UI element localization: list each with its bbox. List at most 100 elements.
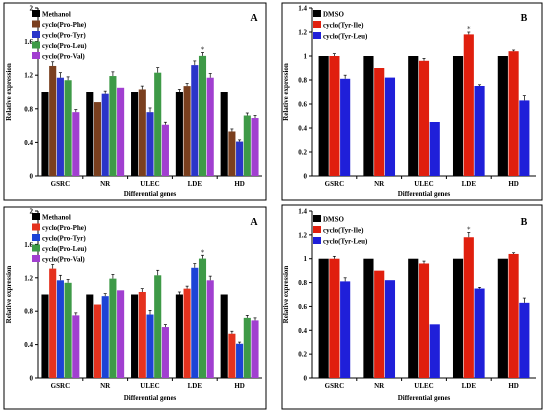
y-tick-label: 0.6 [298,303,307,311]
bar [220,294,228,378]
y-tick-label: 0.8 [24,308,33,316]
bar [318,258,329,378]
legend-swatch [32,234,40,241]
chart-panel-2: 0 0.2 0.4 0.6 0.8 1 1.2 1.4 GSRC NR ULEC LDE * HD Diff… [281,2,543,201]
bar [236,343,244,378]
legend-entry: cyclo(Pro-Val) [42,53,85,61]
bar [452,56,464,176]
bar [191,65,199,176]
bar [64,80,72,176]
x-category-label: GSRC [325,180,344,188]
y-tick-label: 0.8 [298,279,307,287]
bar [131,294,139,378]
legend-swatch [32,31,40,38]
legend-entry: cyclo(Tyr-Ile) [323,22,364,30]
x-category-label: LDE [462,382,477,390]
chart-panel-3: 0 0.4 0.8 1.2 1.6 2 GSRC NR ULEC LDE * HD Differenti… [3,206,267,410]
y-tick-label: 1 [304,255,308,263]
bar [109,76,117,176]
legend-swatch [313,237,321,244]
y-tick-label: 0.4 [298,125,307,133]
bar [363,258,374,378]
legend-entry: cyclo(Pro-Leu) [42,42,87,50]
y-axis-title: Relative expression [5,266,13,324]
legend-entry: cyclo(Tyr-Ile) [323,227,364,235]
bar [101,93,109,176]
bar [220,92,228,176]
bar [236,141,244,176]
panel-letter: B [521,217,528,228]
legend-entry: cyclo(Pro-Phe) [42,224,87,232]
significance-marker: * [467,25,471,33]
x-category-label: HD [234,180,245,188]
bar [86,294,94,378]
bar [206,77,214,176]
legend-entry: DMSO [323,11,345,19]
x-category-label: GSRC [325,382,344,390]
x-category-label: LDE [188,180,203,188]
bar [56,77,64,176]
bar [161,124,169,176]
bar [49,65,57,176]
x-axis-title: Differential genes [124,394,177,402]
bar [408,56,419,176]
x-category-label: HD [508,180,519,188]
legend-entry: cyclo(Pro-Tyr) [42,235,86,243]
x-category-label: HD [508,382,519,390]
bar [198,55,207,176]
bar [363,56,374,176]
legend-entry: Methanol [42,11,71,19]
bar [72,112,80,176]
x-category-label: GSRC [51,180,70,188]
y-tick-label: 1.4 [298,208,307,216]
bar [109,278,117,378]
bar [154,275,162,378]
bar [228,131,236,176]
bar [41,294,49,378]
y-tick-label: 0.8 [298,77,307,85]
significance-marker: * [201,46,205,54]
bar [408,258,419,378]
legend-swatch [32,41,40,49]
y-tick-label: 1.2 [298,29,307,37]
bar [198,258,207,378]
bar [101,296,109,378]
y-tick-label: 1.2 [24,274,33,282]
bar [497,56,508,176]
bar [243,317,251,378]
bar [131,92,139,176]
legend-swatch [313,32,321,39]
legend-entry: cyclo(Pro-Tyr) [42,32,86,40]
legend-entry: cyclo(Pro-Phe) [42,21,87,29]
y-tick-label: 1.4 [298,5,307,13]
bar [56,280,64,378]
legend-entry: DMSO [323,216,345,224]
bar [508,253,519,378]
bar [429,324,440,378]
legend-swatch [313,226,321,233]
x-category-label: HD [234,382,245,390]
bar [463,34,474,177]
legend-entry: cyclo(Tyr-Leu) [323,33,368,41]
y-tick-label: 0 [30,375,34,383]
bar [251,118,259,176]
significance-marker: * [201,248,205,256]
bar [384,280,396,378]
bar [72,315,80,378]
x-axis-title: Differential genes [398,190,451,198]
bar [86,92,94,176]
y-tick-label: 0.2 [298,351,307,359]
x-category-label: NR [374,180,385,188]
bar [429,122,440,176]
legend-entry: cyclo(Pro-Val) [42,256,85,264]
y-tick-label: 1.6 [24,38,33,46]
bar [206,280,214,378]
x-category-label: ULEC [414,180,433,188]
y-tick-label: 0.8 [24,105,33,113]
legend-swatch [32,52,40,59]
bar [418,60,430,176]
y-tick-label: 2 [30,5,34,13]
bar [329,258,340,378]
bar [519,302,530,378]
bar [64,282,72,378]
